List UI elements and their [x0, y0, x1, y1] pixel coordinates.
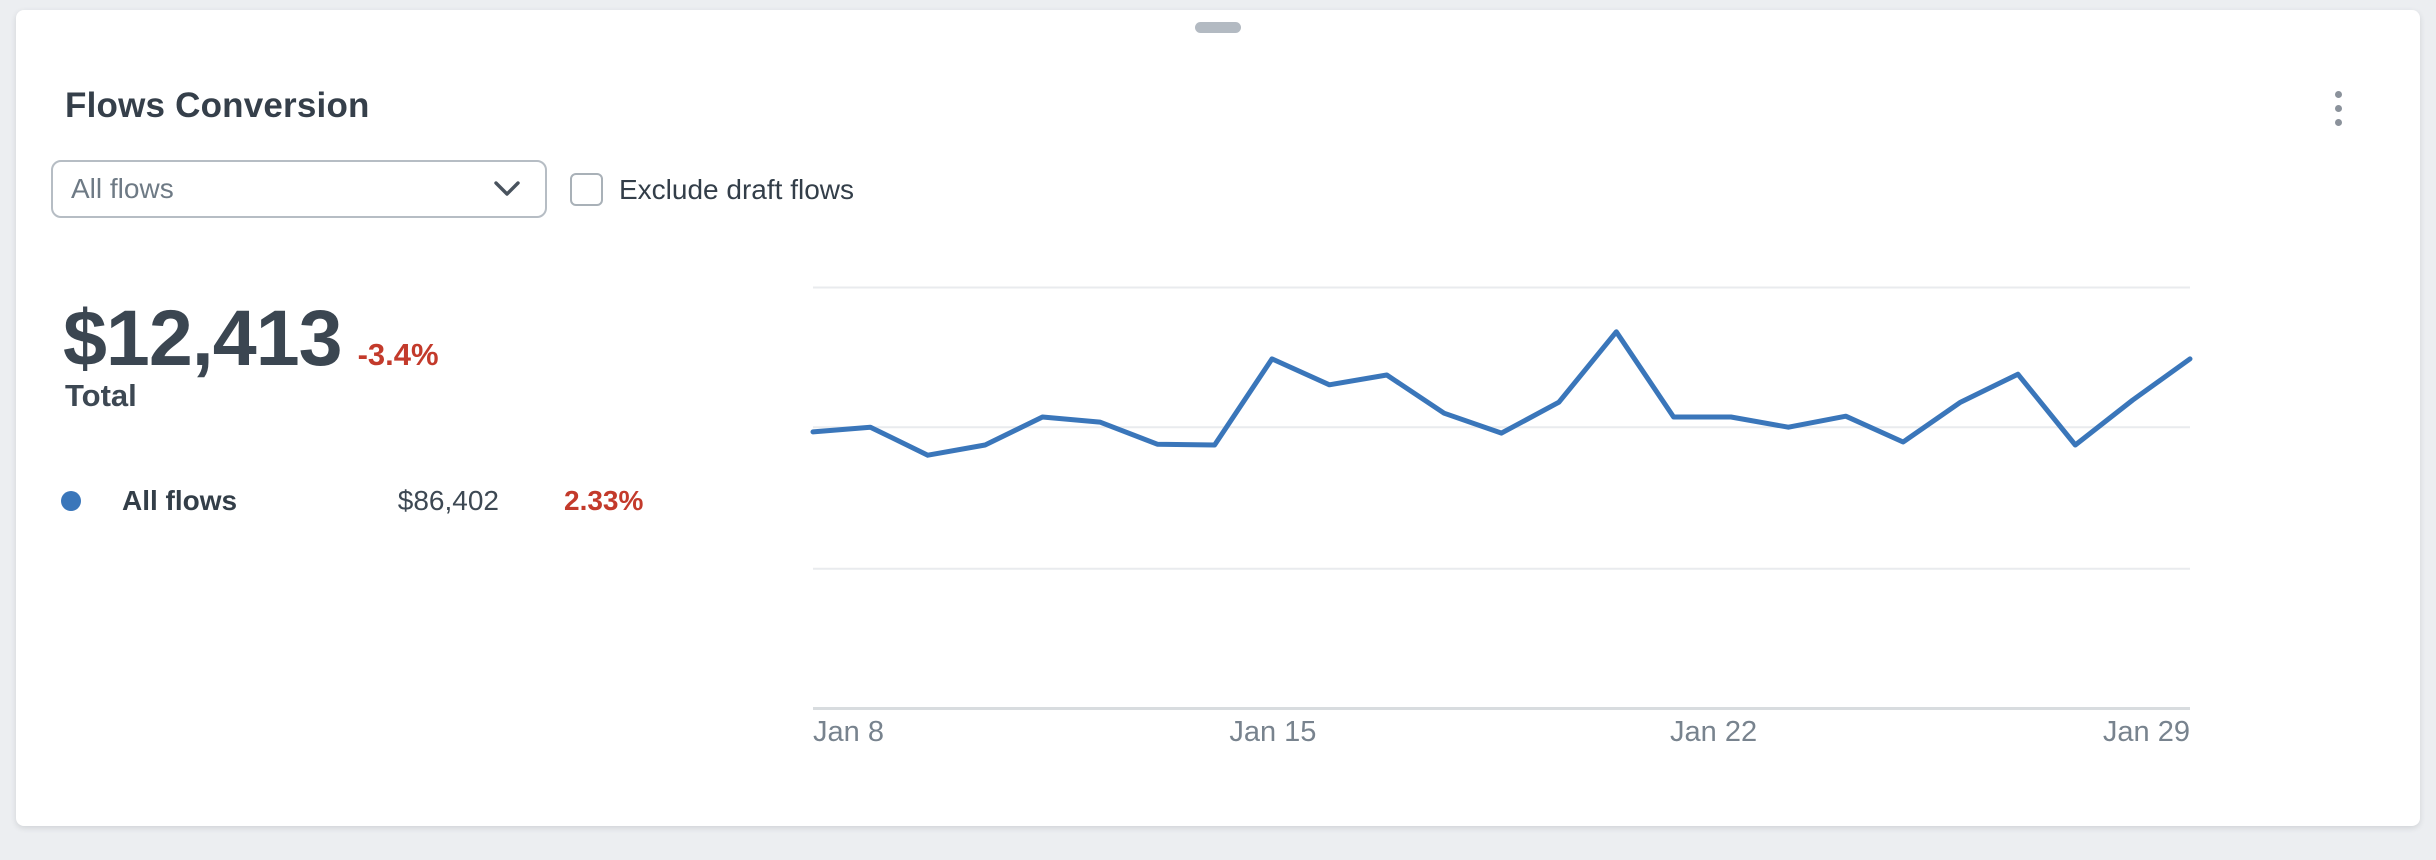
flows-conversion-widget: Flows Conversion All flows Exclude draft… [16, 10, 2420, 826]
total-label: Total [65, 378, 137, 413]
line-chart: Jan 8 Jan 15 Jan 22 Jan 29 [810, 286, 2193, 766]
exclude-draft-group[interactable]: Exclude draft flows [570, 173, 854, 206]
exclude-draft-label: Exclude draft flows [619, 174, 854, 205]
series-line [810, 329, 2193, 458]
legend-series-rate: 2.33% [564, 485, 644, 516]
series-dot-icon [61, 491, 81, 511]
drag-handle[interactable] [1195, 22, 1241, 33]
flow-filter-selected-value: All flows [71, 173, 174, 204]
x-tick-label: Jan 22 [1670, 716, 1758, 748]
x-axis-labels: Jan 8 Jan 15 Jan 22 Jan 29 [813, 716, 2190, 752]
flow-filter-select[interactable]: All flows [51, 160, 547, 218]
total-value: $12,413 [63, 293, 343, 382]
widget-title: Flows Conversion [65, 86, 370, 125]
legend-series-value: $86,402 [397, 485, 499, 516]
chart-gridlines [813, 286, 2190, 710]
exclude-draft-checkbox[interactable] [570, 173, 603, 206]
total-delta-badge: -3.4% [357, 337, 439, 372]
options-menu-button[interactable] [2313, 76, 2363, 140]
x-tick-label: Jan 8 [813, 716, 884, 748]
total-stat: $12,413 -3.4% [63, 298, 439, 378]
x-tick-label: Jan 29 [2102, 716, 2190, 748]
chart-canvas [810, 286, 2193, 710]
legend-series-name: All flows [122, 485, 238, 516]
kebab-menu-icon [2334, 90, 2342, 126]
chevron-down-icon [494, 181, 520, 196]
x-tick-label: Jan 15 [1229, 716, 1317, 748]
legend-row: All flows $86,402 2.33% [16, 481, 796, 521]
